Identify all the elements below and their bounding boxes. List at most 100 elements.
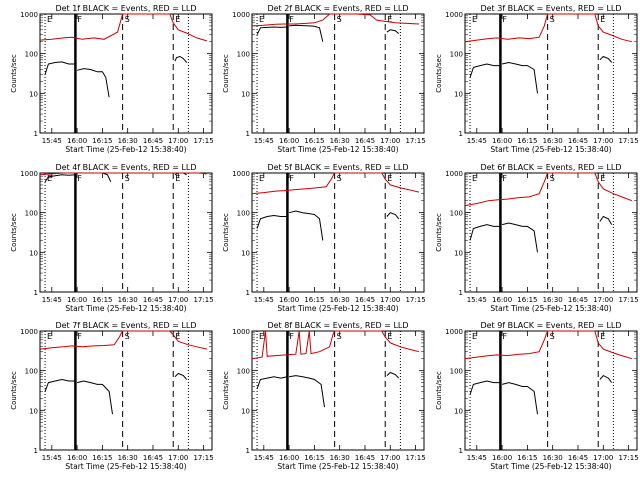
y-tick-label: 1000 (445, 11, 463, 19)
y-tick-label: 1000 (445, 170, 463, 178)
y-axis-label: Counts/sec (222, 371, 230, 410)
x-tick-label: 16:15 (517, 137, 537, 145)
panel-title: Det 2f BLACK = Events, RED = LLD (267, 4, 408, 13)
x-tick-label: 15:45 (42, 296, 62, 304)
time-marker-label: S (125, 332, 130, 341)
series-line (44, 378, 76, 392)
x-tick-label: 15:45 (254, 296, 274, 304)
time-marker-label: E (472, 15, 477, 24)
y-tick-label: 100 (450, 368, 463, 376)
x-tick-label: 15:45 (467, 454, 487, 462)
y-tick-label: 1000 (232, 11, 250, 19)
series-line (39, 172, 207, 176)
time-marker-label: F (289, 332, 294, 341)
x-tick-label: 16:30 (543, 454, 563, 462)
x-tick-label: 16:00 (67, 296, 87, 304)
x-tick-label: 17:15 (193, 454, 213, 462)
x-tick-label: 16:15 (517, 454, 537, 462)
y-axis-label: Counts/sec (10, 213, 18, 252)
x-tick-label: 15:45 (467, 296, 487, 304)
time-marker-label: E (472, 332, 477, 341)
x-tick-label: 15:45 (254, 137, 274, 145)
time-marker-label: F (289, 174, 294, 183)
detector-panel: Det 4f BLACK = Events, RED = LLD 1 10 100 10… (10, 163, 214, 313)
x-axis-label: Start Time (25-Feb-12 15:38:40) (490, 462, 611, 471)
time-marker-label: E (47, 174, 52, 183)
x-tick-label: 15:45 (467, 137, 487, 145)
series-line (76, 380, 113, 415)
x-tick-label: 16:45 (568, 454, 588, 462)
x-tick-label: 16:45 (143, 296, 163, 304)
y-tick-label: 100 (450, 210, 463, 218)
x-tick-label: 16:00 (279, 296, 299, 304)
y-axis-label: Counts/sec (222, 54, 230, 93)
time-marker-label: S (125, 15, 130, 24)
time-marker-label: E (387, 332, 392, 341)
x-tick-label: 16:30 (543, 296, 563, 304)
x-tick-label: 16:30 (330, 137, 350, 145)
plot-frame (251, 330, 425, 451)
x-axis-label: Start Time (25-Feb-12 15:38:40) (65, 304, 186, 313)
y-tick-label: 10 (29, 407, 38, 415)
y-tick-label: 1 (34, 447, 38, 455)
x-tick-label: 16:45 (355, 296, 375, 304)
x-tick-label: 16:15 (92, 454, 112, 462)
x-tick-label: 15:45 (42, 137, 62, 145)
x-axis-label: Start Time (25-Feb-12 15:38:40) (277, 145, 398, 154)
time-marker-label: S (125, 174, 130, 183)
detector-panel: Det 6f BLACK = Events, RED = LLD 1 10 100 10… (435, 163, 639, 313)
time-marker-label: E (600, 332, 605, 341)
x-tick-label: 17:00 (593, 454, 613, 462)
time-marker-label: E (175, 15, 180, 24)
x-tick-label: 16:30 (330, 454, 350, 462)
x-tick-label: 17:00 (168, 137, 188, 145)
x-axis-label: Start Time (25-Feb-12 15:38:40) (490, 145, 611, 154)
x-tick-label: 16:30 (118, 137, 138, 145)
time-marker-label: F (502, 174, 507, 183)
y-tick-label: 1 (459, 130, 463, 138)
time-marker-label: S (337, 15, 342, 24)
y-tick-label: 100 (237, 210, 250, 218)
series-line (44, 61, 76, 75)
series-line (251, 330, 420, 360)
plot-frame (464, 330, 638, 451)
x-tick-label: 17:15 (405, 296, 425, 304)
time-marker-label: E (387, 174, 392, 183)
plot-frame (464, 172, 638, 293)
x-axis-label: Start Time (25-Feb-12 15:38:40) (490, 304, 611, 313)
series-line (39, 330, 208, 350)
y-tick-label: 1 (246, 130, 250, 138)
y-tick-label: 1000 (232, 328, 250, 336)
detector-panel: Det 7f BLACK = Events, RED = LLD 1 10 100 10… (10, 321, 214, 471)
time-marker-label: F (77, 15, 82, 24)
y-tick-label: 10 (454, 407, 463, 415)
series-line (174, 55, 188, 63)
y-tick-label: 100 (25, 210, 38, 218)
x-tick-label: 16:30 (330, 296, 350, 304)
y-tick-label: 100 (237, 51, 250, 59)
y-tick-label: 100 (450, 51, 463, 59)
plot-frame (251, 13, 425, 134)
time-marker-label: E (600, 15, 605, 24)
x-tick-label: 17:15 (193, 137, 213, 145)
time-marker-label: F (77, 174, 82, 183)
y-tick-label: 10 (454, 249, 463, 257)
series-line (386, 371, 400, 379)
y-tick-label: 1 (34, 130, 38, 138)
time-marker-label: S (337, 332, 342, 341)
y-tick-label: 1000 (20, 170, 38, 178)
x-tick-label: 16:00 (67, 137, 87, 145)
x-tick-label: 17:00 (380, 296, 400, 304)
x-tick-label: 16:00 (492, 296, 512, 304)
x-axis-label: Start Time (25-Feb-12 15:38:40) (65, 145, 186, 154)
series-line (251, 172, 420, 195)
x-tick-label: 16:45 (355, 454, 375, 462)
time-marker-label: S (550, 332, 555, 341)
time-marker-label: S (550, 174, 555, 183)
x-tick-label: 16:45 (568, 137, 588, 145)
x-tick-label: 16:15 (304, 454, 324, 462)
x-tick-label: 17:00 (593, 296, 613, 304)
y-tick-label: 10 (241, 249, 250, 257)
y-tick-label: 1000 (232, 170, 250, 178)
series-line (469, 380, 501, 395)
